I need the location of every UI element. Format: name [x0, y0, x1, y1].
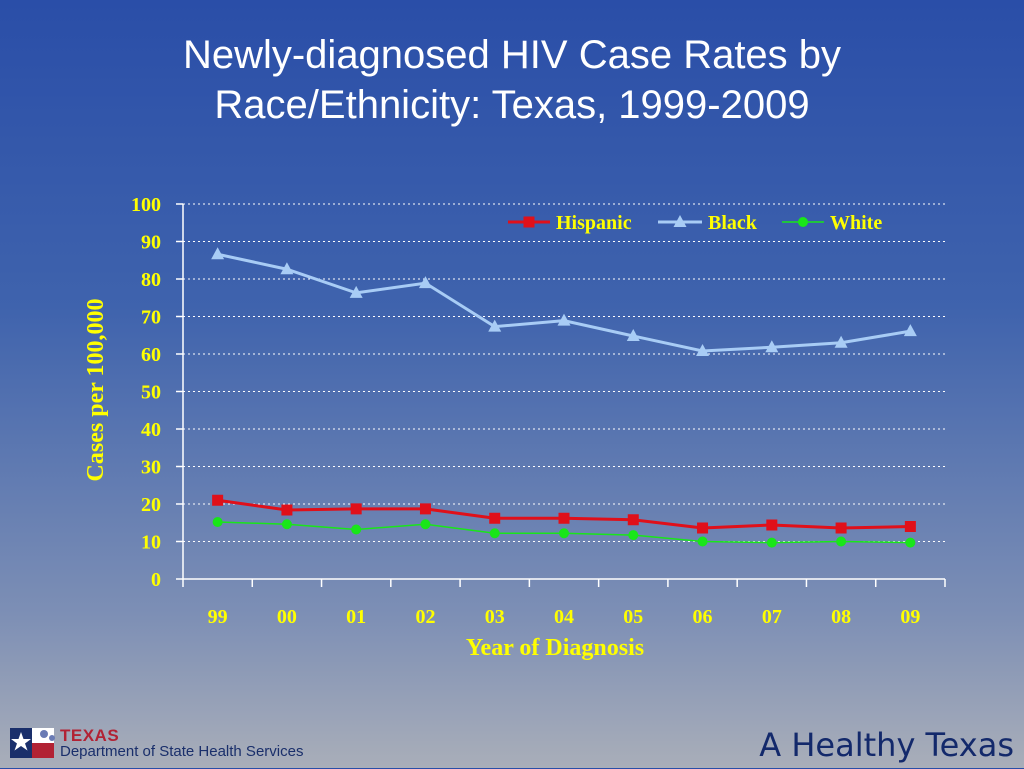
y-tick-label: 100: [131, 194, 161, 216]
hispanic-point: [558, 512, 570, 524]
legend-item-black: Black: [658, 212, 758, 234]
x-axis-title: Year of Diagnosis: [466, 635, 644, 661]
white-point: [766, 537, 777, 548]
white-point: [212, 517, 223, 527]
black-point: [488, 319, 502, 332]
dshs-logo: [8, 722, 308, 764]
y-tick-label: 90: [141, 232, 161, 254]
black-point: [557, 313, 571, 326]
y-tick-label: 20: [141, 494, 161, 516]
hispanic-point: [835, 522, 847, 534]
x-tick-label: 02: [415, 606, 435, 628]
black-point: [418, 276, 432, 289]
white-point: [836, 536, 847, 547]
x-tick-label: 08: [831, 606, 851, 628]
y-tick-label: 60: [141, 344, 161, 366]
y-tick-label: 10: [141, 532, 161, 554]
white-point: [905, 537, 916, 548]
x-tick-label: 99: [208, 606, 228, 628]
tagline: A Healthy Texas: [759, 726, 1014, 764]
legend-label-black: Black: [708, 212, 758, 234]
legend: Hispanic Black White: [508, 212, 882, 234]
line-chart: 0 10 20 30 40 50 60 70 80 90 100 99 00 01 02 03 04 05 06 0…: [83, 194, 946, 661]
black-point: [903, 324, 917, 337]
white-point: [351, 524, 362, 535]
x-tick-label: 07: [762, 606, 782, 628]
black-point: [834, 335, 848, 348]
legend-label-white: White: [830, 212, 882, 234]
texas-star-icon: [10, 728, 55, 758]
x-tick-label: 09: [900, 606, 920, 628]
black-point: [280, 262, 294, 275]
black-line: [217, 252, 911, 353]
x-tick-label: 00: [277, 606, 297, 628]
legend-white-point: [798, 217, 808, 227]
x-tick-label: 04: [554, 606, 574, 628]
legend-item-white: White: [782, 212, 882, 234]
white-point: [697, 536, 708, 547]
x-tick-label: 03: [485, 606, 505, 628]
hispanic-point: [697, 522, 709, 534]
white-point: [420, 519, 431, 530]
hispanic-point: [419, 503, 431, 515]
y-tick-labels: 0 10 20 30 40 50 60 70 80 90 100: [131, 194, 161, 591]
white-series: [212, 517, 916, 548]
slide-title-line1: Newly-diagnosed HIV Case Rates by: [182, 33, 842, 77]
hispanic-point: [627, 514, 639, 526]
white-point: [628, 530, 639, 541]
black-point: [211, 247, 225, 260]
white-point: [281, 519, 292, 530]
x-tick-labels: 99 00 01 02 03 04 05 06 07 08 09: [208, 606, 921, 628]
hispanic-point: [212, 494, 224, 506]
hispanic-point: [904, 521, 916, 532]
black-point: [765, 340, 779, 353]
y-tick-label: 70: [141, 307, 161, 329]
y-tick-label: 40: [141, 419, 161, 441]
axes: [176, 203, 946, 587]
hispanic-point: [766, 519, 778, 531]
white-point: [559, 528, 569, 539]
legend-item-hispanic: Hispanic: [508, 212, 632, 234]
logo-text: TEXAS: [60, 726, 120, 745]
logo-subtext: Department of State Health Services: [60, 743, 304, 760]
y-tick-label: 0: [151, 569, 161, 591]
y-tick-label: 80: [141, 269, 161, 291]
hispanic-point: [489, 512, 501, 524]
black-point: [696, 344, 710, 356]
black-point: [626, 329, 640, 341]
hispanic-point: [350, 503, 362, 515]
x-tick-label: 05: [623, 606, 643, 628]
black-point: [349, 285, 363, 298]
x-tick-label: 01: [346, 606, 366, 628]
gridlines: [183, 203, 945, 542]
y-tick-label: 50: [141, 382, 161, 404]
hispanic-point: [281, 504, 293, 516]
y-axis-title: Cases per 100,000: [83, 299, 109, 482]
legend-black-point: [673, 215, 687, 227]
slide-title: Newly-diagnosed HIV Case Rates by Race/E…: [0, 30, 1024, 130]
black-series: [211, 247, 917, 356]
series-lines: [211, 247, 917, 548]
white-point: [489, 528, 500, 539]
legend-label-hispanic: Hispanic: [556, 212, 632, 234]
y-tick-label: 30: [141, 457, 161, 479]
slide-title-line2: Race/Ethnicity: Texas, 1999-2009: [214, 83, 810, 127]
legend-hispanic-point: [523, 216, 535, 228]
x-tick-label: 06: [693, 606, 713, 628]
hispanic-series: [212, 494, 916, 534]
